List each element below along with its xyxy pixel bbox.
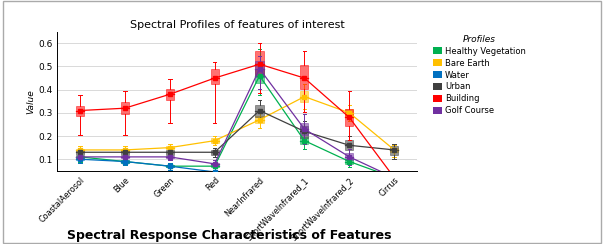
- Bar: [165, 165, 174, 167]
- Bar: [390, 146, 399, 155]
- X-axis label: Band Name: Band Name: [208, 243, 266, 244]
- Bar: [255, 174, 263, 177]
- Bar: [76, 106, 84, 116]
- Bar: [345, 159, 353, 164]
- Bar: [121, 160, 129, 163]
- Bar: [345, 153, 353, 160]
- Bar: [390, 177, 399, 179]
- Bar: [76, 156, 84, 158]
- Bar: [76, 150, 84, 155]
- Bar: [76, 149, 84, 151]
- Bar: [211, 165, 219, 167]
- Bar: [121, 156, 129, 158]
- Bar: [300, 91, 309, 102]
- Bar: [300, 123, 309, 135]
- Bar: [121, 160, 129, 163]
- Bar: [211, 163, 219, 165]
- Bar: [165, 156, 174, 158]
- Bar: [121, 150, 129, 155]
- Bar: [345, 109, 353, 126]
- Bar: [121, 102, 129, 114]
- Bar: [255, 51, 263, 75]
- Bar: [345, 177, 353, 179]
- Bar: [255, 116, 263, 123]
- Legend: Healthy Vegetation, Bare Earth, Water, Urban, Building, Golf Course: Healthy Vegetation, Bare Earth, Water, U…: [432, 33, 527, 117]
- Bar: [165, 89, 174, 100]
- Text: Spectral Response Characteristics of Features: Spectral Response Characteristics of Fea…: [67, 229, 392, 242]
- Bar: [300, 65, 309, 89]
- Bar: [390, 177, 399, 179]
- Bar: [165, 150, 174, 155]
- Bar: [121, 149, 129, 151]
- Bar: [76, 156, 84, 158]
- Bar: [255, 61, 263, 77]
- Bar: [390, 177, 399, 179]
- Bar: [390, 148, 399, 152]
- Bar: [165, 146, 174, 149]
- Bar: [345, 140, 353, 150]
- Bar: [211, 138, 219, 143]
- Bar: [211, 69, 219, 84]
- Bar: [255, 69, 263, 83]
- Bar: [300, 137, 309, 144]
- Bar: [300, 126, 309, 138]
- Bar: [165, 165, 174, 167]
- Bar: [255, 105, 263, 118]
- Bar: [211, 150, 219, 155]
- Y-axis label: Value: Value: [27, 89, 36, 114]
- Bar: [211, 171, 219, 173]
- Bar: [390, 177, 399, 179]
- Bar: [300, 177, 309, 179]
- Bar: [76, 158, 84, 160]
- Title: Spectral Profiles of features of interest: Spectral Profiles of features of interes…: [130, 20, 344, 30]
- Bar: [345, 109, 353, 116]
